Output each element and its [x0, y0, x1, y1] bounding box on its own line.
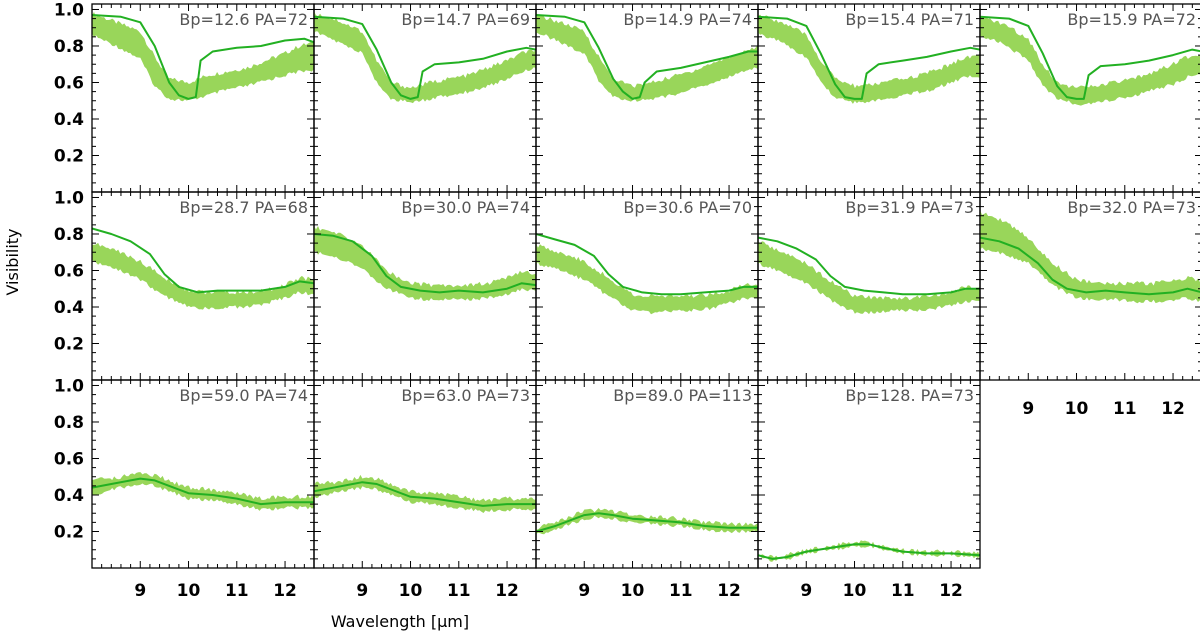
x-tick-label: 12 — [273, 581, 297, 601]
panel-label: Bp=89.0 PA=113 — [613, 386, 752, 405]
model-line — [314, 15, 536, 100]
model-line — [92, 227, 314, 294]
uncertainty-band — [92, 242, 314, 310]
model-line — [92, 477, 314, 506]
panel-label: Bp=12.6 PA=72 — [179, 10, 308, 29]
uncertainty-band — [92, 12, 314, 102]
outer-axes-layer: 0.2 0.4 0.6 0.8 1.0 0.2 0.4 0.6 0.8 1.0 0.2 0.4 0.6 0… — [54, 0, 1185, 601]
uncertainty-band — [758, 14, 980, 104]
y-tick-label: 1.0 — [54, 376, 84, 396]
uncertainty-band — [536, 243, 758, 315]
panel-label: Bp=14.9 PA=74 — [623, 10, 752, 29]
y-tick-label: 0.4 — [54, 110, 84, 130]
y-tick-label: 0.2 — [54, 146, 84, 166]
x-tick-label: 9 — [800, 581, 812, 601]
panel-frame — [979, 191, 1200, 381]
x-tick-label: 12 — [1161, 399, 1185, 419]
y-tick-label: 0.2 — [54, 334, 84, 354]
y-tick-label: 0.6 — [54, 73, 84, 93]
uncertainty-band — [314, 474, 536, 513]
x-tick-label: 10 — [399, 581, 423, 601]
model-line — [758, 543, 980, 560]
model-line — [758, 15, 980, 100]
x-axis-title: Wavelength [μm] — [331, 612, 469, 631]
model-line — [536, 512, 758, 533]
panel: Bp=59.0 PA=74 — [91, 379, 315, 569]
x-tick-label: 9 — [578, 581, 590, 601]
uncertainty-band — [980, 209, 1200, 304]
model-line — [980, 236, 1200, 296]
x-tick-label: 11 — [669, 581, 693, 601]
y-tick-label: 0.8 — [54, 37, 84, 57]
y-tick-label: 1.0 — [54, 0, 84, 20]
panel: Bp=32.0 PA=73 — [979, 191, 1200, 381]
x-tick-label: 9 — [1022, 399, 1034, 419]
x-tick-label: 10 — [1065, 399, 1089, 419]
panel-label: Bp=63.0 PA=73 — [401, 386, 530, 405]
panel-label: Bp=128. PA=73 — [845, 386, 974, 405]
x-tick-label: 11 — [891, 581, 915, 601]
model-line — [758, 236, 980, 296]
y-tick-label: 0.4 — [54, 486, 84, 506]
model-line — [314, 233, 536, 294]
uncertainty-band — [314, 225, 536, 301]
panel-label: Bp=30.0 PA=74 — [401, 198, 530, 217]
model-line — [92, 14, 314, 100]
panel-label: Bp=32.0 PA=73 — [1067, 198, 1196, 217]
model-line — [314, 481, 536, 507]
panel-label: Bp=14.7 PA=69 — [401, 10, 530, 29]
panel: Bp=15.9 PA=72 — [979, 3, 1200, 193]
y-tick-label: 1.0 — [54, 188, 84, 208]
panel-label: Bp=15.4 PA=71 — [845, 10, 974, 29]
x-tick-label: 10 — [177, 581, 201, 601]
x-tick-label: 11 — [225, 581, 249, 601]
model-line — [980, 15, 1200, 100]
y-tick-label: 0.6 — [54, 449, 84, 469]
panel-label: Bp=59.0 PA=74 — [179, 386, 308, 405]
panel-label: Bp=31.9 PA=73 — [845, 198, 974, 217]
y-tick-label: 0.2 — [54, 522, 84, 542]
uncertainty-band — [536, 13, 758, 102]
uncertainty-band — [758, 240, 980, 315]
panel-label: Bp=28.7 PA=68 — [179, 198, 308, 217]
y-tick-label: 0.8 — [54, 225, 84, 245]
model-line — [536, 14, 758, 100]
panel: Bp=31.9 PA=73 — [757, 191, 981, 381]
x-tick-label: 12 — [495, 581, 519, 601]
panel-label: Bp=15.9 PA=72 — [1067, 10, 1196, 29]
panels-layer: Bp=12.6 PA=72 Bp=14.7 PA=69 Bp=14.9 PA=74 B… — [91, 3, 1200, 569]
y-tick-label: 0.8 — [54, 413, 84, 433]
x-tick-label: 11 — [447, 581, 471, 601]
uncertainty-band — [314, 11, 536, 104]
y-axis-title: Visibility — [3, 228, 22, 295]
x-tick-label: 12 — [717, 581, 741, 601]
panel: Bp=89.0 PA=113 — [535, 379, 759, 569]
y-tick-label: 0.6 — [54, 261, 84, 281]
x-tick-label: 10 — [843, 581, 867, 601]
y-tick-label: 0.4 — [54, 298, 84, 318]
uncertainty-band — [92, 472, 314, 511]
x-tick-label: 9 — [356, 581, 368, 601]
panel: Bp=128. PA=73 — [757, 379, 981, 569]
panel: Bp=63.0 PA=73 — [313, 379, 537, 569]
model-line — [536, 233, 758, 296]
uncertainty-band — [980, 15, 1200, 106]
panel: Bp=14.7 PA=69 — [313, 3, 537, 193]
panel-label: Bp=30.6 PA=70 — [623, 198, 752, 217]
x-tick-label: 9 — [134, 581, 146, 601]
x-tick-label: 11 — [1113, 399, 1137, 419]
x-tick-label: 10 — [621, 581, 645, 601]
panel-frame — [757, 379, 981, 569]
x-tick-label: 12 — [939, 581, 963, 601]
